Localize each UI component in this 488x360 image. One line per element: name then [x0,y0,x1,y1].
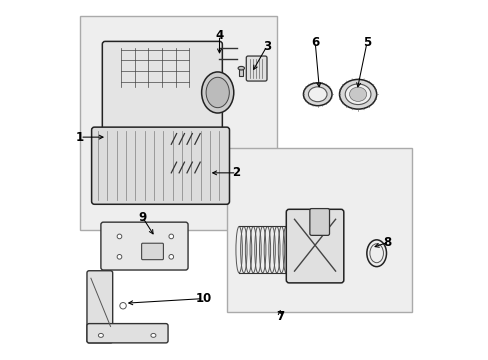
Text: 3: 3 [263,40,270,53]
FancyBboxPatch shape [91,127,229,204]
FancyBboxPatch shape [87,271,112,343]
Text: 4: 4 [215,29,223,42]
Bar [80,16,276,230]
FancyBboxPatch shape [309,208,329,235]
Ellipse shape [151,333,156,337]
Bar [239,68,243,76]
Text: 10: 10 [195,292,211,305]
FancyBboxPatch shape [102,41,222,140]
Text: 9: 9 [138,211,146,224]
Ellipse shape [308,87,326,102]
Ellipse shape [168,255,173,259]
Ellipse shape [168,234,173,239]
Text: 7: 7 [276,310,284,323]
Ellipse shape [117,255,122,259]
FancyBboxPatch shape [285,209,343,283]
Ellipse shape [117,234,122,239]
Ellipse shape [345,84,370,104]
Text: 6: 6 [310,36,319,49]
Ellipse shape [201,72,233,113]
FancyBboxPatch shape [246,56,266,81]
Ellipse shape [205,77,229,108]
Ellipse shape [303,83,331,106]
Ellipse shape [339,80,376,109]
Text: 8: 8 [383,236,391,249]
Ellipse shape [98,333,103,337]
Ellipse shape [120,302,126,309]
Ellipse shape [238,66,244,70]
Text: 5: 5 [362,36,370,49]
FancyBboxPatch shape [101,222,188,270]
FancyBboxPatch shape [87,324,168,343]
Ellipse shape [349,87,366,102]
Text: 2: 2 [232,166,240,179]
Text: 1: 1 [76,131,84,144]
FancyBboxPatch shape [142,243,163,260]
Bar [226,148,411,312]
